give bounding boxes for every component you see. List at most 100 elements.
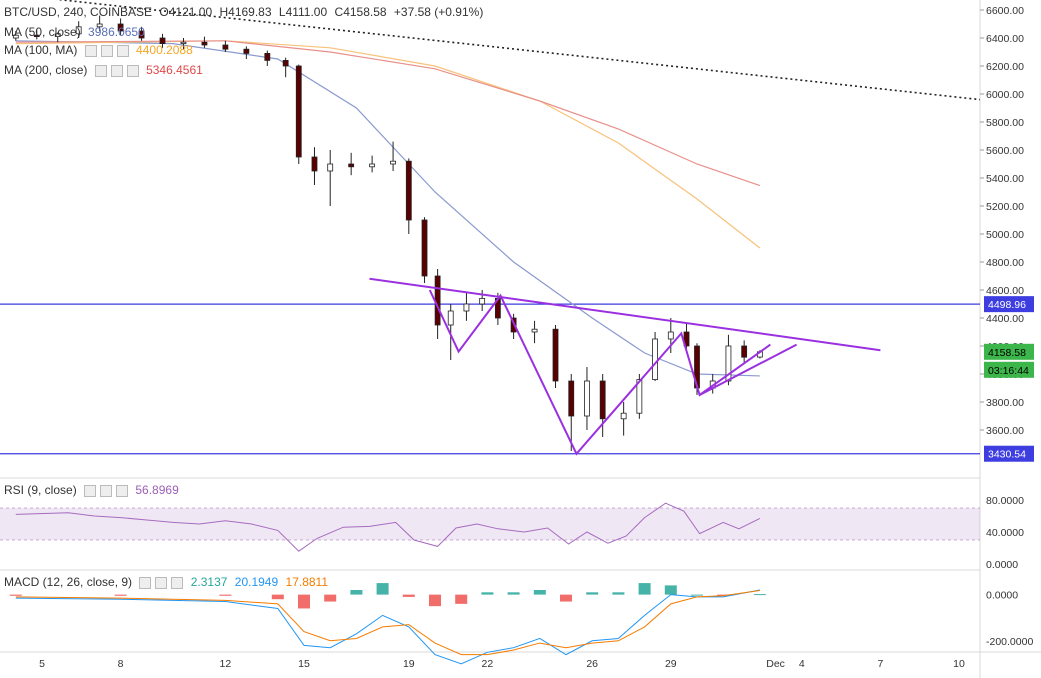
macd-legend[interactable]: MACD (12, 26, close, 9) 2.3137 20.1949 1…: [4, 575, 329, 589]
macd-hist-bar: [560, 594, 572, 602]
price-tick-label: 5800.00: [986, 117, 1024, 129]
candle-body: [652, 338, 658, 380]
countdown-badge: 03:16:44: [988, 365, 1029, 377]
change-value: +37.58 (+0.91%): [393, 5, 484, 19]
rsi-tick-label: 80.0000: [986, 495, 1024, 507]
price-tick-label: 5400.00: [986, 173, 1024, 185]
candle-body: [405, 160, 412, 221]
macd-hist-bar: [586, 592, 599, 595]
candle-body: [96, 23, 103, 28]
macd-hist-bar: [429, 594, 441, 607]
macd-hist-bar: [612, 592, 625, 595]
ma200-value: 5346.4561: [146, 63, 203, 77]
resistance-badge-bg: [984, 296, 1034, 313]
price-tick-label: 3600.00: [986, 425, 1024, 437]
settings-icon[interactable]: [84, 484, 97, 497]
candle-body: [390, 160, 396, 165]
candle-body: [667, 331, 674, 340]
time-tick-label: 7: [877, 658, 883, 670]
rsi-tick-label: 0.0000: [986, 559, 1018, 571]
candle-body: [584, 380, 590, 417]
eye-icon[interactable]: [110, 64, 123, 77]
macd-hist-value: 2.3137: [190, 575, 228, 589]
time-tick-label: 29: [665, 658, 677, 670]
ma-line-1: [15, 40, 761, 249]
candle-body: [12, 34, 19, 39]
close-icon[interactable]: [126, 64, 139, 77]
close-icon[interactable]: [116, 44, 129, 57]
settings-icon[interactable]: [84, 44, 97, 57]
candle-body: [683, 331, 690, 347]
candle-body: [311, 156, 318, 172]
candle-body: [369, 163, 376, 168]
price-tick-label: 3800.00: [986, 397, 1024, 409]
time-tick-label: 26: [586, 658, 598, 670]
price-tick-label: 5600.00: [986, 145, 1024, 157]
close-icon[interactable]: [171, 576, 184, 589]
candle-body: [479, 297, 486, 305]
ma50-value: 3986.0650: [88, 25, 145, 39]
support-badge-bg: [984, 445, 1034, 462]
candle-body: [348, 163, 355, 168]
ma50-legend[interactable]: MA (50, close) 3986.0650: [4, 25, 145, 39]
candle-body: [421, 219, 428, 277]
price-tick-label: 4400.00: [986, 313, 1024, 325]
macd-tick-label: 0.0000: [986, 590, 1018, 602]
candle-body: [33, 34, 40, 38]
candle-body: [138, 30, 145, 39]
price-tick-label: 6400.00: [986, 33, 1024, 45]
candle-body: [222, 44, 229, 50]
last-price-badge-bg: [984, 343, 1034, 360]
time-tick-label: 5: [39, 658, 45, 670]
close-icon[interactable]: [116, 484, 129, 497]
price-tick-label: 6600.00: [986, 5, 1024, 17]
candle-body: [447, 310, 454, 326]
neckline: [369, 277, 881, 352]
close-value: 4158.58: [343, 5, 387, 19]
ohlc-legend: BTC/USD, 240, COINBASE O4121.00 H4169.83…: [4, 5, 484, 19]
candle-body: [620, 412, 627, 420]
price-tick-label: 6000.00: [986, 89, 1024, 101]
eye-icon[interactable]: [100, 44, 113, 57]
dotted-trendline: [55, 0, 981, 101]
candle-body: [75, 26, 82, 35]
macd-hist-bar: [664, 585, 677, 595]
last-price-badge: 4158.58: [988, 347, 1026, 359]
macd-hist-bar: [350, 590, 363, 595]
candle-body: [741, 345, 748, 358]
macd-hist-bar: [114, 594, 127, 596]
macd-hist-bar: [402, 594, 415, 597]
settings-icon[interactable]: [94, 64, 107, 77]
time-tick-label: Dec: [766, 658, 785, 670]
macd-hist-bar: [481, 592, 494, 595]
price-tick-label: 4800.00: [986, 257, 1024, 269]
rsi-tick-label: 40.0000: [986, 527, 1024, 539]
candle-body: [282, 60, 289, 67]
settings-icon[interactable]: [139, 576, 152, 589]
time-tick-label: 8: [118, 658, 124, 670]
macd-tick-label: -200.0000: [986, 636, 1033, 648]
ma-line-2: [15, 40, 761, 187]
ma100-legend[interactable]: MA (100, MA) 4400.2088: [4, 43, 193, 57]
time-tick-label: 22: [482, 658, 494, 670]
open-value: 4121.00: [168, 5, 213, 19]
candle-body: [295, 65, 302, 158]
macd-hist-bar: [753, 594, 766, 596]
macd-signal-value: 17.8811: [285, 575, 329, 589]
macd-hist-bar: [271, 594, 284, 600]
eye-icon[interactable]: [100, 484, 113, 497]
ma200-legend[interactable]: MA (200, close) 5346.4561: [4, 63, 203, 77]
macd-hist-bar: [455, 594, 468, 604]
macd-hist-bar: [376, 583, 389, 595]
candle-body: [552, 328, 559, 382]
rsi-line: [15, 502, 761, 552]
price-tick-label: 5000.00: [986, 229, 1024, 241]
signal-line: [15, 589, 760, 656]
candle-body: [54, 33, 61, 37]
rsi-legend[interactable]: RSI (9, close) 56.8969: [4, 483, 179, 497]
time-tick-label: 15: [298, 658, 310, 670]
macd-hist-bar: [507, 592, 520, 595]
eye-icon[interactable]: [155, 576, 168, 589]
time-tick-label: 19: [403, 658, 415, 670]
